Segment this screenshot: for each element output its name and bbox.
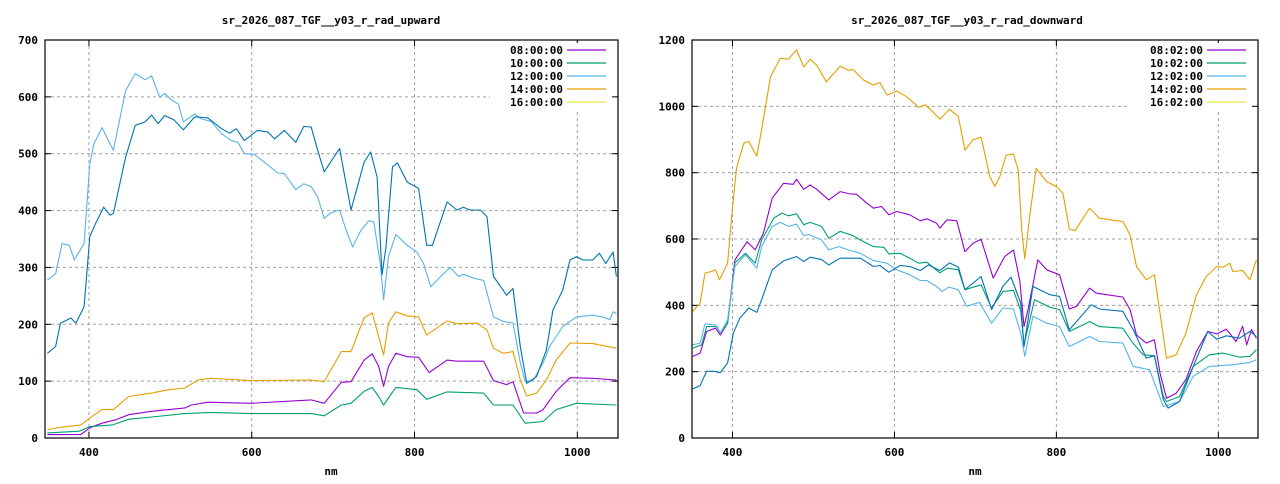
series-line-unlabeled xyxy=(692,256,1257,409)
y-tick-label: 0 xyxy=(678,432,685,445)
y-tick-label: 500 xyxy=(18,148,38,161)
y-tick-label: 0 xyxy=(31,432,38,445)
legend-label: 14:02:00 xyxy=(1150,83,1203,96)
series-line-080000 xyxy=(47,352,617,436)
series-line-100000 xyxy=(47,386,617,434)
series-line-120200 xyxy=(692,221,1257,408)
x-tick-label: 800 xyxy=(405,446,425,459)
x-tick-label: 400 xyxy=(723,446,743,459)
y-tick-label: 100 xyxy=(18,375,38,388)
series-line-unlabeled xyxy=(47,114,617,384)
x-tick-label: 400 xyxy=(79,446,99,459)
legend-label: 10:02:00 xyxy=(1150,57,1203,70)
y-tick-label: 700 xyxy=(18,34,38,47)
y-tick-label: 800 xyxy=(665,167,685,180)
legend-label: 10:00:00 xyxy=(510,57,563,70)
x-axis-label: nm xyxy=(324,465,338,478)
legend-label: 16:02:00 xyxy=(1150,96,1203,109)
series-line-120000 xyxy=(47,72,617,383)
plot-frame xyxy=(44,39,619,439)
plot-frame xyxy=(691,39,1259,439)
y-tick-label: 200 xyxy=(18,318,38,331)
legend-label: 14:00:00 xyxy=(510,83,563,96)
chart-title: sr_2026_087_TGF__y03_r_rad_upward xyxy=(222,14,441,27)
series-line-140000 xyxy=(47,311,617,431)
series-line-140200 xyxy=(692,49,1257,359)
y-tick-label: 600 xyxy=(18,91,38,104)
y-tick-label: 400 xyxy=(18,205,38,218)
legend-background xyxy=(490,43,612,112)
x-tick-label: 1000 xyxy=(564,446,591,459)
y-tick-label: 300 xyxy=(18,261,38,274)
x-tick-label: 600 xyxy=(242,446,262,459)
y-tick-label: 400 xyxy=(665,299,685,312)
chart-upward: sr_2026_087_TGF__y03_r_rad_upward nm 0 10… xyxy=(18,14,619,478)
y-tick-label: 200 xyxy=(665,366,685,379)
legend-label: 08:00:00 xyxy=(510,44,563,57)
y-tick-label: 1000 xyxy=(659,100,686,113)
series-line-100200 xyxy=(692,212,1257,403)
legend-label: 16:00:00 xyxy=(510,96,563,109)
chart-downward: sr_2026_087_TGF__y03_r_rad_downward nm 0… xyxy=(659,14,1259,478)
legend-label: 12:00:00 xyxy=(510,70,563,83)
legend-label: 12:02:00 xyxy=(1150,70,1203,83)
legend-label: 08:02:00 xyxy=(1150,44,1203,57)
legend-background xyxy=(1130,43,1252,112)
series-line-080200 xyxy=(692,178,1257,399)
y-tick-label: 600 xyxy=(665,233,685,246)
y-tick-label: 1200 xyxy=(659,34,686,47)
x-tick-label: 600 xyxy=(884,446,904,459)
x-tick-label: 800 xyxy=(1046,446,1066,459)
x-tick-label: 1000 xyxy=(1205,446,1232,459)
chart-title: sr_2026_087_TGF__y03_r_rad_downward xyxy=(851,14,1083,27)
x-axis-label: nm xyxy=(968,465,982,478)
